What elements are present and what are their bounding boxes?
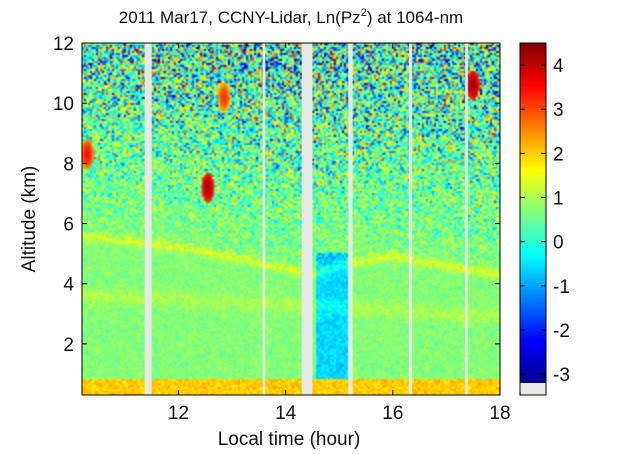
heatmap-image <box>82 43 500 395</box>
colorbar-frame <box>519 42 547 396</box>
x-axis: 12 14 16 18 <box>168 43 511 424</box>
data-gap <box>144 43 152 395</box>
colorbar-tick-label: 3 <box>553 100 564 121</box>
y-axis: 2 4 6 8 10 12 <box>53 34 500 356</box>
y-tick-label: 4 <box>63 275 74 296</box>
x-axis-label: Local time (hour) <box>218 429 361 450</box>
colorbar-tick-label: -2 <box>553 321 570 342</box>
colorbar-tick-label: -1 <box>553 277 570 298</box>
y-tick-label: 2 <box>63 335 74 356</box>
data-gap <box>408 43 413 395</box>
data-gap <box>301 43 313 395</box>
x-tick-label: 18 <box>489 403 510 424</box>
x-tick-label: 12 <box>168 403 189 424</box>
colorbar-tick-label: 1 <box>553 189 564 210</box>
chart-title-superscript: 2 <box>361 7 367 19</box>
y-tick-label: 8 <box>63 154 74 175</box>
colorbar-no-data-swatch <box>520 383 546 395</box>
colorbar-tick-label: 0 <box>553 233 564 254</box>
heatmap-plot <box>82 43 500 395</box>
plot-frame <box>81 42 501 396</box>
data-gaps <box>144 43 468 395</box>
colorbar-tick-label: 2 <box>553 144 564 165</box>
data-gap <box>262 43 266 395</box>
x-tick-label: 14 <box>275 403 297 424</box>
chart-title: 2011 Mar17, CCNY-Lidar, Ln(Pz2) at 1064-… <box>119 7 463 27</box>
y-tick-label: 10 <box>53 94 74 115</box>
y-tick-label: 6 <box>63 215 74 236</box>
data-gap <box>348 43 353 395</box>
y-tick-label: 12 <box>53 34 74 55</box>
colorbar-ticks: -3 -2 -1 0 1 2 3 4 <box>520 56 570 386</box>
x-tick-label: 16 <box>382 403 403 424</box>
colorbar-gradient-fill <box>520 43 546 383</box>
colorbar-tick-label: 4 <box>553 56 564 77</box>
data-gap <box>465 43 468 395</box>
colorbar: -3 -2 -1 0 1 2 3 4 <box>519 42 570 396</box>
y-axis-label: Altitude (km) <box>19 166 40 273</box>
colorbar-tick-label: -3 <box>553 365 570 386</box>
